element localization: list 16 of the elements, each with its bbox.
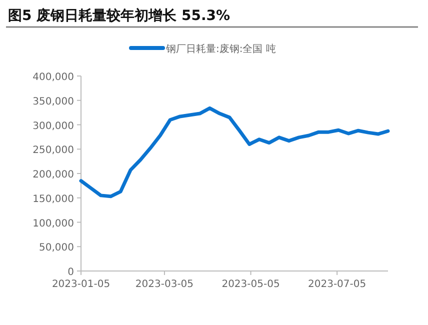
legend-label: 钢厂日耗量:废钢:全国 吨 (165, 43, 276, 55)
y-tick-label: 0 (68, 267, 74, 278)
x-tick-label: 2023-05-05 (222, 279, 280, 290)
line-series (79, 106, 390, 198)
y-tick-label: 300,000 (32, 120, 74, 132)
y-tick-label: 250,000 (32, 145, 74, 156)
y-tick-label: 200,000 (32, 170, 74, 180)
y-tick-label: 100,000 (32, 218, 74, 230)
x-tick-label: 2023-07-05 (308, 279, 366, 290)
x-tick-label: 2023-03-05 (135, 279, 194, 290)
y-tick-label: 350,000 (32, 96, 74, 108)
y-tick-label: 50,000 (39, 242, 74, 254)
chart-title: 图5 废钢日耗量较年初增长 55.3% (8, 7, 230, 24)
y-tick-label: 400,000 (32, 72, 74, 83)
x-tick-label: 2023-01-05 (52, 279, 110, 290)
y-tick-label: 150,000 (32, 194, 74, 205)
